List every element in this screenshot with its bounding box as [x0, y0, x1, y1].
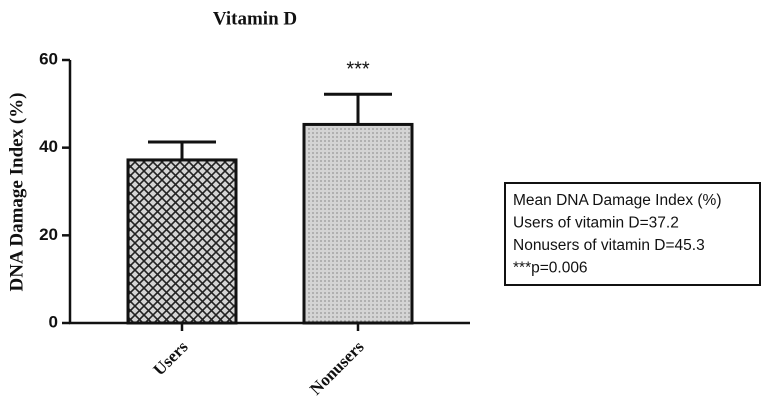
note-box [504, 182, 761, 286]
x-tick-label: Nonusers [306, 337, 368, 399]
note-line: Nonusers of vitamin D=45.3 [513, 237, 705, 254]
x-tick-label: Users [149, 337, 191, 379]
bar-pattern [302, 122, 414, 325]
note-line: Users of vitamin D=37.2 [513, 215, 679, 232]
note-line: Mean DNA Damage Index (%) [513, 192, 721, 209]
bar-pattern [126, 158, 238, 325]
chart-title: Vitamin D [213, 8, 297, 29]
y-axis-label: DNA Damage Index (%) [6, 93, 27, 292]
significance-label: *** [346, 58, 370, 80]
y-tick-label: 0 [49, 312, 58, 331]
note-line: ***p=0.006 [513, 260, 588, 277]
y-tick-label: 60 [39, 49, 58, 68]
y-tick-label: 20 [39, 225, 58, 244]
y-tick-label: 40 [39, 137, 58, 156]
